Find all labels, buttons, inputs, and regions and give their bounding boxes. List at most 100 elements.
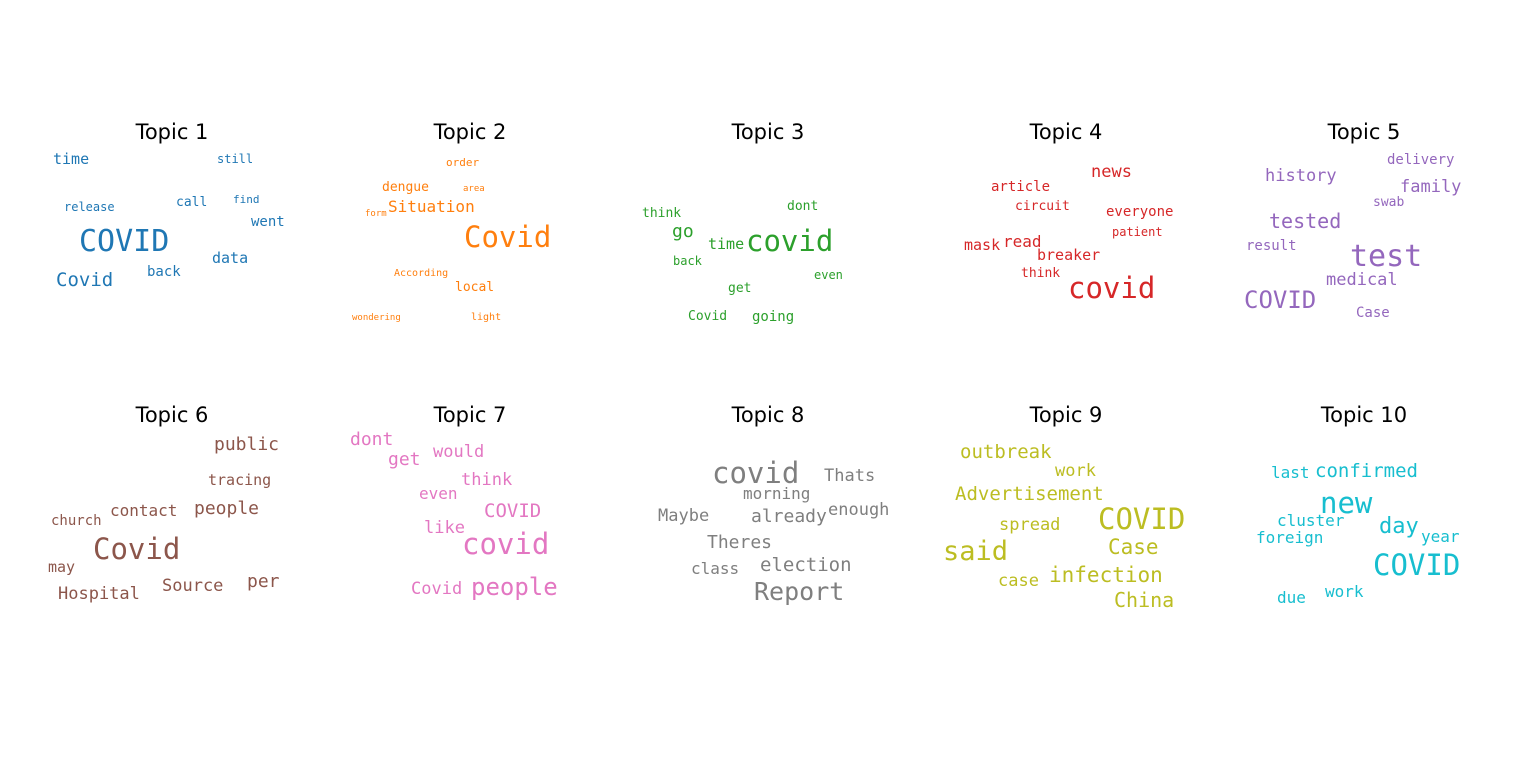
word: spread: [999, 515, 1061, 535]
topic-4-title: Topic 4: [1029, 120, 1103, 144]
topic-1-title: Topic 1: [135, 120, 209, 144]
topic-7-wordcloud: Topic 7 dont would get think even COVID …: [340, 403, 600, 613]
word: tracing: [208, 471, 272, 489]
word: Thats: [824, 466, 876, 486]
word: church: [51, 513, 102, 529]
word: article: [991, 179, 1051, 195]
word: contact: [110, 501, 178, 520]
word: release: [64, 200, 115, 214]
topic-6-wordcloud: Topic 6 public tracing church contact pe…: [42, 403, 302, 613]
topic-5-wordcloud: Topic 5 delivery history family swab tes…: [1234, 120, 1494, 330]
word: back: [147, 264, 181, 280]
word: election: [760, 554, 852, 576]
word: Source: [162, 576, 224, 596]
word: COVID: [1098, 502, 1186, 536]
word: went: [251, 214, 285, 230]
word: tested: [1269, 209, 1342, 233]
word: day: [1379, 514, 1419, 539]
topic-8-wordcloud: Topic 8 covid Thats morning enough Maybe…: [638, 403, 898, 613]
word: circuit: [1015, 199, 1070, 214]
word: work: [1325, 582, 1364, 601]
topic-10-wordcloud: Topic 10 last confirmed new cluster day …: [1234, 403, 1494, 613]
word: even: [814, 268, 843, 282]
word: COVID: [79, 224, 170, 259]
word: outbreak: [960, 441, 1052, 463]
word: even: [419, 484, 458, 503]
word: Covid: [411, 579, 463, 599]
topic-2-title: Topic 2: [433, 120, 507, 144]
word: year: [1421, 527, 1460, 546]
topic-3-title: Topic 3: [731, 120, 805, 144]
word: dont: [350, 429, 394, 450]
topic-6-title: Topic 6: [135, 403, 209, 427]
word: enough: [828, 500, 890, 520]
word: medical: [1326, 270, 1398, 290]
word: case: [998, 571, 1039, 591]
word: mask: [964, 236, 1001, 254]
topic-4-wordcloud: Topic 4 news article circuit everyone pa…: [936, 120, 1196, 330]
word: last: [1271, 463, 1310, 482]
word: everyone: [1106, 204, 1174, 220]
word: think: [461, 470, 513, 490]
word: work: [1055, 461, 1096, 481]
word: family: [1400, 177, 1462, 197]
word: confirmed: [1315, 460, 1418, 482]
word: foreign: [1256, 528, 1324, 547]
word: already: [751, 506, 827, 527]
topic-2-wordcloud: Topic 2 order dengue area Situation form…: [340, 120, 600, 330]
word: covid: [462, 527, 550, 561]
word: get: [728, 281, 752, 296]
word: said: [943, 536, 1009, 567]
word: think: [1021, 266, 1061, 281]
topic-7-title: Topic 7: [433, 403, 507, 427]
word: COVID: [1373, 548, 1461, 582]
word: people: [471, 573, 558, 601]
word: Covid: [464, 220, 552, 254]
word: Advertisement: [955, 483, 1104, 505]
word: China: [1114, 588, 1175, 612]
word: covid: [746, 224, 834, 258]
topic-3-wordcloud: Topic 3 think dont go time covid back ev…: [638, 120, 898, 330]
word: people: [194, 498, 260, 519]
word: per: [247, 571, 280, 592]
word: Covid: [93, 532, 181, 566]
word: According: [394, 268, 449, 279]
word: local: [455, 280, 495, 295]
word: COVID: [484, 500, 542, 522]
word: time: [708, 235, 745, 253]
word: Case: [1108, 535, 1159, 559]
word: form: [365, 209, 387, 219]
word: get: [388, 449, 421, 470]
word: due: [1277, 588, 1306, 607]
word: COVID: [1244, 286, 1317, 314]
word: like: [424, 518, 465, 538]
word: covid: [712, 456, 800, 490]
word: morning: [743, 484, 811, 503]
topic-9-title: Topic 9: [1029, 403, 1103, 427]
word: think: [642, 206, 682, 221]
word: breaker: [1037, 246, 1101, 264]
word: covid: [1068, 271, 1156, 305]
word: wondering: [352, 313, 401, 323]
word: data: [212, 249, 249, 267]
word: going: [752, 309, 795, 325]
topic-8-title: Topic 8: [731, 403, 805, 427]
word: dont: [787, 199, 819, 214]
word: may: [48, 558, 76, 576]
word: cluster: [1277, 511, 1345, 530]
word: would: [433, 442, 485, 462]
word: test: [1350, 239, 1423, 274]
word: patient: [1112, 225, 1163, 239]
word: news: [1091, 162, 1132, 182]
word: history: [1265, 166, 1337, 186]
topic-5-title: Topic 5: [1327, 120, 1401, 144]
word: back: [673, 254, 702, 268]
word: Situation: [388, 197, 475, 216]
topic-1-wordcloud: Topic 1 time still release call find wen…: [42, 120, 302, 330]
word: Covid: [688, 309, 728, 324]
word: Theres: [707, 532, 773, 553]
word: Covid: [56, 269, 114, 291]
word: find: [233, 193, 260, 206]
word: call: [176, 195, 208, 210]
word: infection: [1049, 563, 1163, 587]
